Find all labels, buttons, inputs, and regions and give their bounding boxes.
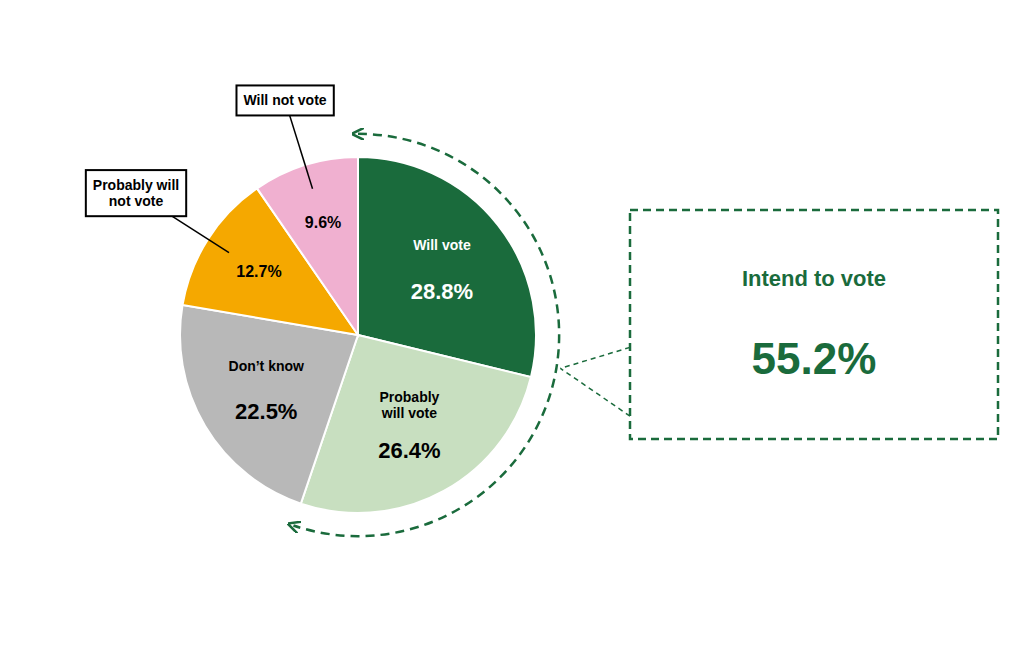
slice-label: Will vote	[413, 237, 471, 253]
data-label: 28.8%	[411, 279, 473, 304]
data-label: 22.5%	[235, 399, 297, 424]
callout-box	[236, 85, 333, 115]
slice-label: Probably willnot vote	[93, 177, 179, 209]
slice-label: Don’t know	[229, 358, 305, 374]
slice-label: Probablywill vote	[379, 389, 439, 421]
annotation-box	[630, 210, 998, 439]
data-label: 12.7%	[236, 263, 281, 280]
slice-label: Will not vote	[243, 92, 326, 108]
pie-slice	[257, 157, 358, 335]
pie-slice	[180, 305, 358, 504]
annotation-value: 55.2%	[752, 334, 877, 383]
annotation-arc	[293, 134, 559, 536]
data-label: 9.6%	[305, 214, 341, 231]
callout-pointer	[560, 368, 630, 416]
callout: Probably willnot vote	[86, 170, 186, 216]
callout-pointer	[560, 347, 630, 368]
chart: Intend to vote 55.2% Will vote 28.8% Probabl…	[0, 0, 1024, 655]
labels: Will vote 28.8% Probablywill vote 26.4% Don’…	[86, 85, 473, 463]
callout-box	[86, 170, 186, 216]
pie	[180, 157, 536, 513]
annotation-text: Intend to vote	[742, 266, 886, 291]
data-label: 26.4%	[378, 438, 440, 463]
callout: Will not vote	[236, 85, 333, 115]
